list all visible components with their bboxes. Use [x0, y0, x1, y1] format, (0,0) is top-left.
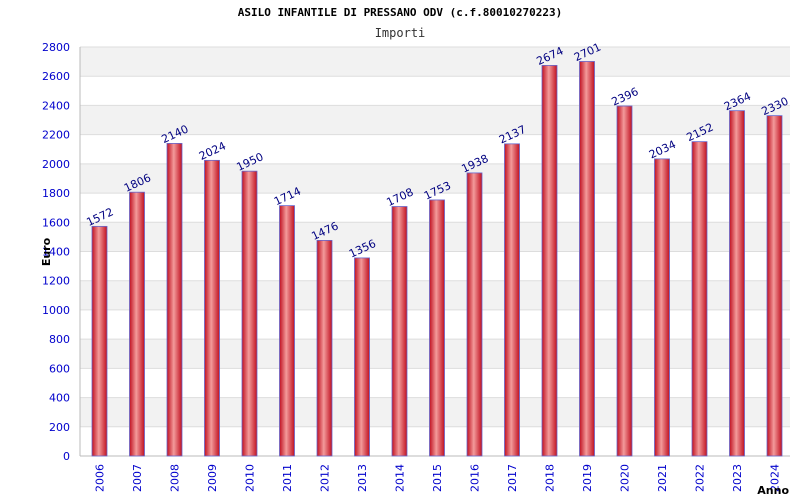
x-tick-label: 2016 [469, 464, 482, 492]
data-label: 2024 [197, 139, 228, 163]
y-tick-label: 1800 [42, 187, 70, 200]
x-axis-title: Anno [757, 484, 789, 497]
x-tick-label: 2018 [544, 464, 557, 492]
bar [691, 141, 708, 457]
bar [129, 191, 145, 457]
y-tick-label: 200 [49, 421, 70, 434]
x-tick-label: 2020 [619, 464, 632, 492]
x-tick-label: 2014 [394, 464, 407, 492]
grid-band [80, 47, 790, 77]
y-tick-label: 600 [49, 362, 70, 375]
bar [166, 143, 183, 457]
y-axis-title: Euro [40, 237, 53, 266]
x-tick-label: 2010 [244, 464, 257, 492]
bar [466, 172, 483, 457]
bar [204, 159, 220, 457]
x-tick-label: 2021 [656, 464, 669, 492]
x-tick-label: 2013 [356, 464, 369, 492]
y-tick-label: 1000 [42, 304, 70, 317]
bar [91, 225, 108, 457]
x-tick-label: 2019 [581, 464, 594, 492]
bar [616, 105, 633, 457]
bar [541, 65, 558, 457]
y-tick-label: 2400 [42, 99, 70, 112]
bar [316, 239, 333, 457]
bar [579, 61, 595, 457]
x-tick-label: 2015 [431, 464, 444, 492]
x-tick-label: 2024 [769, 464, 782, 492]
bar [729, 110, 745, 457]
y-tick-label: 2600 [42, 70, 70, 83]
x-tick-label: 2006 [94, 464, 107, 492]
y-tick-label: 2000 [42, 158, 70, 171]
y-tick-label: 1200 [42, 275, 70, 288]
grid-band [80, 105, 790, 135]
y-tick-label: 2200 [42, 129, 70, 142]
bar [766, 115, 783, 457]
x-tick-label: 2012 [319, 464, 332, 492]
grid-band [80, 163, 790, 194]
x-tick-label: 2023 [731, 464, 744, 492]
x-tick-label: 2008 [169, 464, 182, 492]
y-tick-label: 0 [63, 450, 70, 463]
x-tick-label: 2011 [281, 464, 294, 492]
chart-subtitle: Importi [374, 26, 426, 40]
y-tick-label: 1600 [42, 216, 70, 229]
bar [654, 158, 670, 457]
bar [279, 205, 295, 457]
chart-title: ASILO INFANTILE DI PRESSANO ODV (c.f.800… [237, 6, 563, 19]
y-tick-label: 400 [49, 392, 70, 405]
bar [354, 257, 370, 457]
x-tick-label: 2007 [131, 464, 144, 492]
bar [391, 206, 408, 457]
y-tick-label: 1400 [42, 246, 70, 259]
bar [429, 199, 445, 457]
x-tick-label: 2009 [206, 464, 219, 492]
x-tick-label: 2022 [694, 464, 707, 492]
x-tick-label: 2017 [506, 464, 519, 492]
y-tick-label: 2800 [42, 41, 70, 54]
data-label: 2034 [647, 138, 678, 162]
bar [241, 170, 258, 457]
y-tick-label: 800 [49, 333, 70, 346]
bar [504, 143, 520, 457]
